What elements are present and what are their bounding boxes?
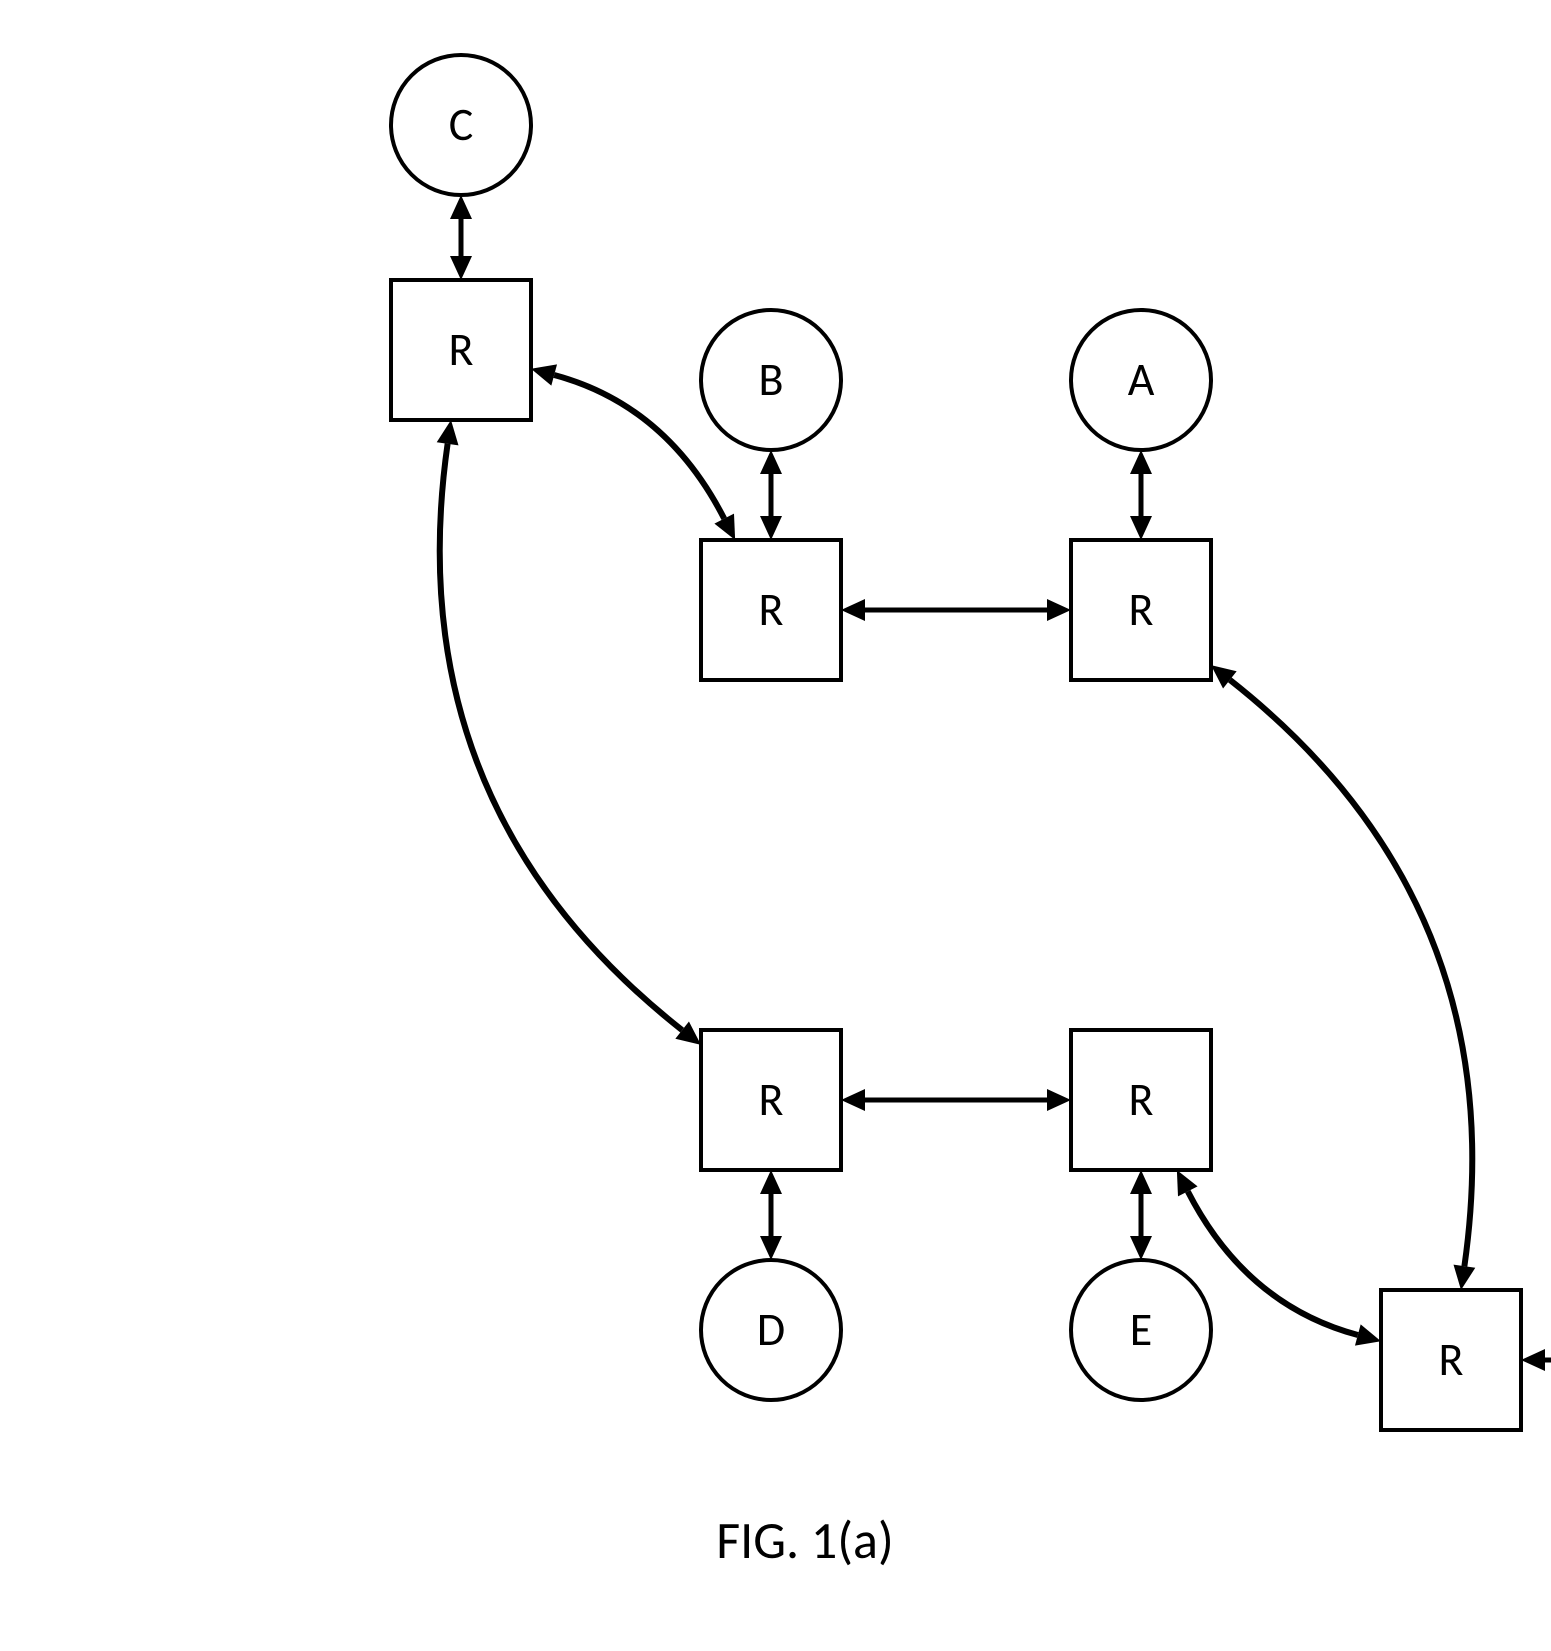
edge-curve <box>1230 680 1472 1266</box>
node-label: R <box>1439 1332 1464 1388</box>
edge-curve <box>1188 1191 1358 1335</box>
router-node-RB: R <box>701 540 841 680</box>
node-label: D <box>757 1302 785 1358</box>
arrowhead <box>450 195 472 219</box>
arrowhead <box>1130 1236 1152 1260</box>
arrowhead <box>760 1170 782 1194</box>
nodes-layer: RRRRRRABCDEF <box>391 55 1551 1430</box>
edge-RD-RE <box>841 1089 1071 1111</box>
edge-RF-RA <box>1211 665 1475 1290</box>
node-label: B <box>758 352 783 408</box>
router-node-RD: R <box>701 1030 841 1170</box>
edge-B-RB <box>760 450 782 540</box>
edge-D-RD <box>760 1170 782 1260</box>
edge-A-RA <box>1130 450 1152 540</box>
edge-curve <box>554 375 724 519</box>
router-node-RE: R <box>1071 1030 1211 1170</box>
node-label: C <box>449 97 474 153</box>
endpoint-node-A: A <box>1071 310 1211 450</box>
arrowhead <box>760 1236 782 1260</box>
edge-C-RC <box>450 195 472 280</box>
node-label: E <box>1130 1302 1152 1358</box>
endpoint-node-D: D <box>701 1260 841 1400</box>
arrowhead <box>760 516 782 540</box>
arrowhead <box>1355 1324 1381 1345</box>
node-label: R <box>759 582 784 638</box>
edge-curve <box>440 444 682 1030</box>
edges-layer <box>437 195 1551 1371</box>
figure-caption: FIG. 1(a) <box>716 1508 893 1572</box>
router-node-RF: R <box>1381 1290 1521 1430</box>
arrowhead <box>1047 1089 1071 1111</box>
arrowhead <box>1047 599 1071 621</box>
edge-RC-RD <box>437 420 701 1045</box>
edge-E-RE <box>1130 1170 1152 1260</box>
edge-RA-RB <box>841 599 1071 621</box>
arrowhead <box>1130 516 1152 540</box>
edge-F-RF <box>1521 1349 1551 1371</box>
arrowhead <box>531 364 557 385</box>
arrowhead <box>841 1089 865 1111</box>
endpoint-node-C: C <box>391 55 531 195</box>
arrowhead <box>437 420 459 445</box>
network-diagram: RRRRRRABCDEF FIG. 1(a) <box>0 0 1551 1651</box>
arrowhead <box>450 256 472 280</box>
endpoint-node-E: E <box>1071 1260 1211 1400</box>
arrowhead <box>841 599 865 621</box>
node-label: R <box>759 1072 784 1128</box>
arrowhead <box>1130 1170 1152 1194</box>
node-label: R <box>1129 582 1154 638</box>
endpoint-node-B: B <box>701 310 841 450</box>
arrowhead <box>1130 450 1152 474</box>
node-label: R <box>449 322 474 378</box>
arrowhead <box>1521 1349 1545 1371</box>
router-node-RC: R <box>391 280 531 420</box>
arrowhead <box>1454 1265 1476 1290</box>
router-node-RA: R <box>1071 540 1211 680</box>
node-label: A <box>1128 352 1155 408</box>
node-label: R <box>1129 1072 1154 1128</box>
arrowhead <box>760 450 782 474</box>
